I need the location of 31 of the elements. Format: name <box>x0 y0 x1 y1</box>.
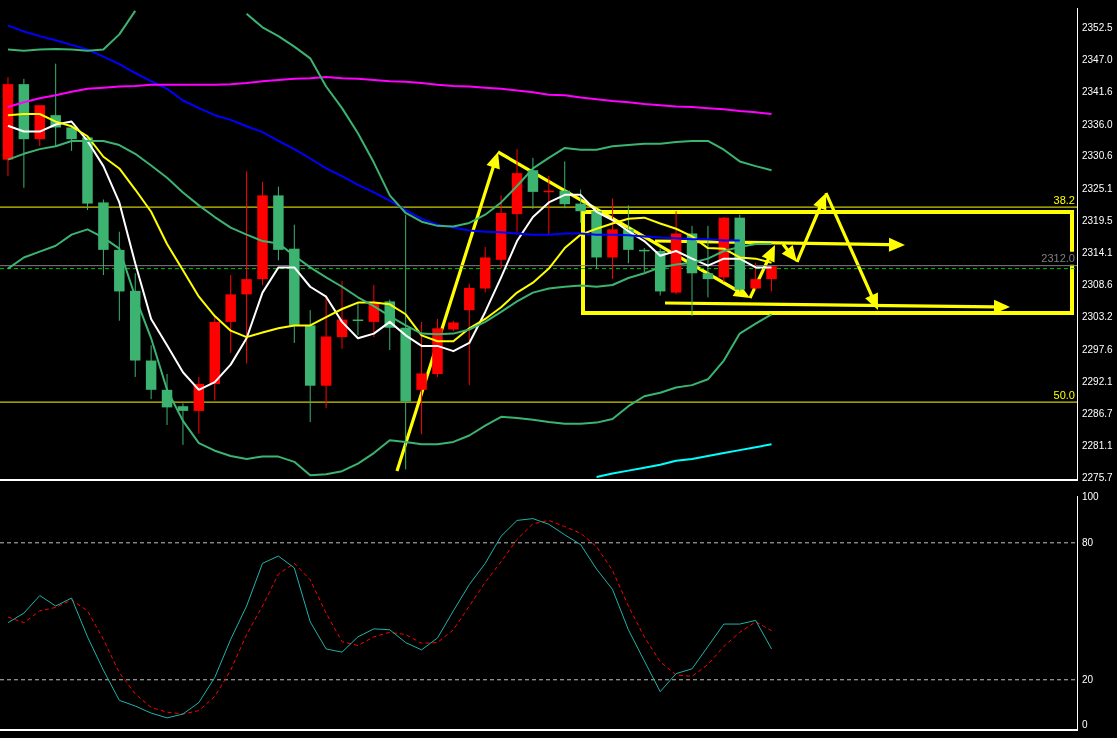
y-tick-label: 100 <box>1082 490 1100 502</box>
y-tick-label: 2325.1 <box>1082 182 1114 194</box>
y-tick-label: 2275.7 <box>1082 471 1114 483</box>
y-tick-label: 80 <box>1082 536 1094 548</box>
candlestick <box>241 170 252 364</box>
candlestick <box>464 283 475 386</box>
y-tick-label: 20 <box>1082 673 1094 685</box>
y-tick-label: 2336.0 <box>1082 118 1114 130</box>
y-tick-label: 2286.7 <box>1082 407 1114 419</box>
y-tick-label: 2308.6 <box>1082 279 1114 291</box>
y-tick-label: 2341.6 <box>1082 86 1114 98</box>
candlestick <box>177 402 189 446</box>
y-tick-label: 2281.1 <box>1082 440 1114 452</box>
candlestick <box>702 225 714 298</box>
candlestick <box>416 321 427 435</box>
y-tick-label: 2314.1 <box>1082 247 1114 259</box>
y-tick-label: 2319.5 <box>1082 215 1114 227</box>
y-tick-label: 2352.5 <box>1082 22 1114 34</box>
y-tick-label: 2347.0 <box>1082 54 1114 66</box>
y-tick-label: 2330.6 <box>1082 150 1114 162</box>
candlestick <box>527 157 539 210</box>
candlestick <box>750 262 761 291</box>
annotation: 50.0 <box>1053 388 1075 401</box>
annotation: 38.2 <box>1053 193 1075 206</box>
candlestick <box>766 265 777 292</box>
ref-line-label: 2312.0 <box>1041 252 1075 265</box>
y-tick-label: 0 <box>1082 719 1088 731</box>
y-tick-label: 2303.2 <box>1082 310 1114 322</box>
candlestick <box>575 189 586 224</box>
y-tick-label: 2292.1 <box>1082 375 1114 387</box>
y-tick-label: 2297.6 <box>1082 343 1114 355</box>
